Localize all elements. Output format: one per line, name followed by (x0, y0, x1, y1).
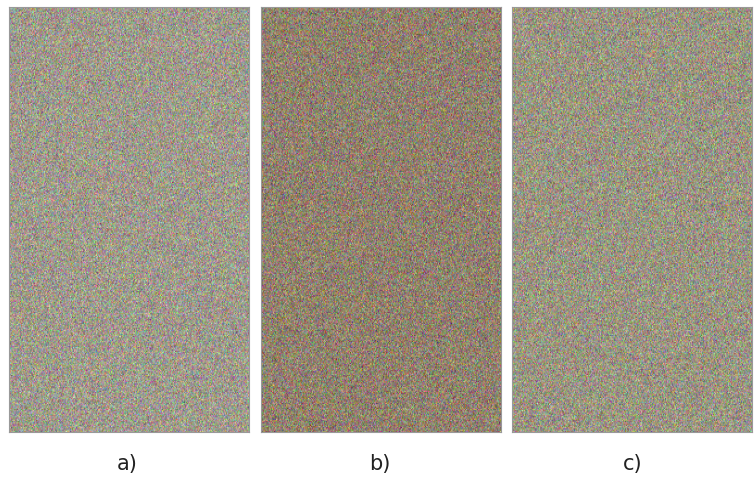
Text: c): c) (623, 454, 643, 474)
Text: a): a) (116, 454, 137, 474)
Text: b): b) (369, 454, 390, 474)
